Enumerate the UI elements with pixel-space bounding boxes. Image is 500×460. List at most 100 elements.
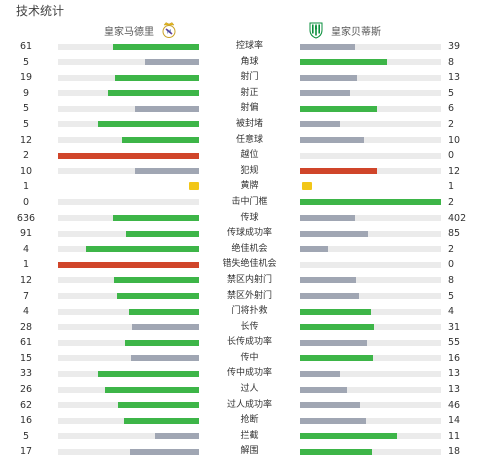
away-value: 402 xyxy=(448,212,467,224)
stat-row: 12 任意球 10 xyxy=(0,133,500,149)
home-bar-track xyxy=(58,448,199,455)
away-bar-fill xyxy=(300,215,355,222)
home-bar-track xyxy=(58,215,199,222)
stat-label: 传球成功率 xyxy=(226,228,272,239)
away-value: 13 xyxy=(448,72,461,84)
away-bar-track xyxy=(300,121,441,128)
stat-label: 射门 xyxy=(240,72,259,83)
home-value: 5 xyxy=(22,103,30,115)
svg-text:M: M xyxy=(167,29,171,35)
away-value: 11 xyxy=(448,430,461,442)
home-bar-fill xyxy=(116,293,199,299)
home-bar-track xyxy=(58,230,199,237)
away-bar-track xyxy=(300,308,441,315)
home-bar-track xyxy=(58,370,199,377)
match-stats-page: 技术统计 皇家马德里 M B 皇家贝蒂斯 61 控球率 39 5 角球 8 19 射门 13 9 射… xyxy=(16,4,466,457)
home-value: 33 xyxy=(19,368,33,380)
home-bar-track xyxy=(58,43,199,50)
away-value: 13 xyxy=(448,368,461,380)
home-bar-fill xyxy=(112,215,199,222)
home-bar-track xyxy=(58,261,199,268)
home-value: 636 xyxy=(16,212,36,224)
stat-label: 解围 xyxy=(240,446,259,457)
home-value: 2 xyxy=(22,150,30,162)
away-bar-fill xyxy=(300,324,375,331)
home-bar-track xyxy=(58,433,199,440)
away-value: 13 xyxy=(448,384,461,396)
away-value: 1 xyxy=(448,181,455,193)
stat-label: 黄牌 xyxy=(240,181,259,192)
away-bar-fill xyxy=(300,386,347,393)
home-bar-track xyxy=(58,246,199,253)
stat-label: 被封堵 xyxy=(235,118,263,129)
home-bar-fill xyxy=(58,261,199,268)
away-bar-fill xyxy=(300,370,340,377)
away-bar-fill xyxy=(300,402,361,409)
stat-label: 击中门框 xyxy=(231,196,268,207)
stat-label: 射偏 xyxy=(240,103,259,114)
away-bar-track xyxy=(300,137,441,144)
stat-label: 过人 xyxy=(240,384,259,395)
away-bar-track xyxy=(300,448,441,455)
away-bar-track xyxy=(300,74,441,81)
away-bar-fill xyxy=(300,59,387,66)
away-bar-fill xyxy=(300,308,371,315)
home-bar-fill xyxy=(123,417,199,424)
stat-label: 任意球 xyxy=(235,134,263,145)
home-bar-fill xyxy=(134,168,199,175)
home-bar-fill xyxy=(130,355,199,362)
stat-label: 绝佳机会 xyxy=(231,243,268,254)
home-bar-track xyxy=(58,417,199,424)
stat-row: 17 解围 18 xyxy=(0,444,500,460)
away-bar-fill xyxy=(300,168,377,175)
stat-row: 4 绝佳机会 2 xyxy=(0,242,500,258)
stat-row: 16 抢断 14 xyxy=(0,413,500,429)
home-bar-fill xyxy=(154,433,199,440)
home-bar-track xyxy=(58,59,199,66)
away-bar-track xyxy=(300,324,441,331)
home-value: 15 xyxy=(19,352,33,364)
home-value: 26 xyxy=(19,384,33,396)
away-bar-track xyxy=(300,370,441,377)
stat-row: 62 过人成功率 46 xyxy=(0,398,500,414)
stat-label: 控球率 xyxy=(235,41,263,51)
away-bar-track xyxy=(300,246,441,253)
home-bar-fill xyxy=(115,74,199,81)
away-bar-track xyxy=(300,355,441,362)
away-bar-fill xyxy=(300,74,358,81)
home-team-name: 皇家马德里 xyxy=(104,26,154,38)
stat-row: 1 错失绝佳机会 0 xyxy=(0,257,500,273)
away-value: 0 xyxy=(448,259,455,271)
away-bar-track xyxy=(300,215,441,222)
away-bar-track xyxy=(300,152,441,159)
away-value: 85 xyxy=(448,228,461,240)
stat-row: 26 过人 13 xyxy=(0,382,500,398)
home-bar-track xyxy=(58,168,199,175)
away-bar-track xyxy=(300,230,441,237)
away-bar-fill xyxy=(300,105,377,112)
stat-row: 28 长传 31 xyxy=(0,320,500,336)
home-bar-fill xyxy=(97,370,199,377)
home-bar-track xyxy=(58,90,199,97)
away-bar-track xyxy=(300,59,441,66)
home-value: 1 xyxy=(22,181,30,193)
home-value: 16 xyxy=(19,415,33,427)
stat-row: 1 黄牌 1 xyxy=(0,179,500,195)
home-bar-fill xyxy=(58,152,199,159)
home-value: 1 xyxy=(22,259,30,271)
home-value: 19 xyxy=(19,72,33,84)
stats-list: 61 控球率 39 5 角球 8 19 射门 13 9 射正 5 5 射偏 6 5 被封堵 2 12 任意球 10 2 越位… xyxy=(0,39,500,460)
home-bar-fill xyxy=(144,59,199,66)
stat-label: 过人成功率 xyxy=(226,399,272,410)
home-value: 61 xyxy=(19,41,33,52)
away-value: 2 xyxy=(448,196,455,208)
home-bar-track xyxy=(58,402,199,409)
home-bar-track xyxy=(58,121,199,128)
home-bar-fill xyxy=(86,246,199,253)
home-value: 62 xyxy=(19,399,33,411)
home-yellow-card-icon xyxy=(189,182,199,191)
stat-label: 长传成功率 xyxy=(226,337,272,348)
stat-label: 越位 xyxy=(240,150,259,161)
home-bar-track xyxy=(58,152,199,159)
away-value: 14 xyxy=(448,415,461,427)
